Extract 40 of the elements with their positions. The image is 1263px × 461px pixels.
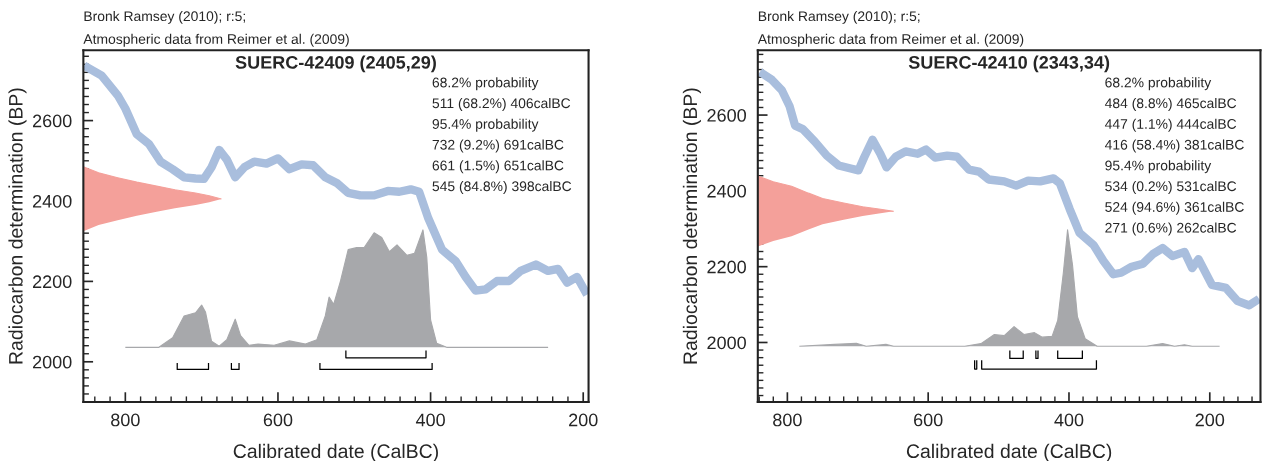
x-tick-label: 400: [415, 413, 445, 427]
x-tick-label: 600: [263, 413, 293, 427]
annotation: 732 (9.2%) 691calBC: [432, 139, 564, 153]
annotation: 68.2% probability: [1105, 77, 1212, 91]
text: Bronk Ramsey (2010); r:5;: [758, 10, 920, 24]
y-axis-title: Radiocarbon determination (BP): [682, 88, 701, 364]
annotation: 416 (58.4%) 381calBC: [1104, 139, 1244, 153]
x-tick-label: 800: [111, 413, 140, 427]
annotation: 447 (1.1%) 444calBC: [1104, 118, 1237, 132]
x-tick-label: 400: [1054, 413, 1084, 427]
annotation: 534 (0.2%) 531calBC: [1105, 180, 1237, 194]
x-tick-label: 200: [1195, 413, 1225, 427]
annotation: 271 (0.6%) 262calBC: [1105, 222, 1237, 236]
x-tick-label: 800: [773, 413, 802, 427]
y-tick-label: 2000: [707, 336, 746, 350]
x-axis-title: Calibrated date (CalBC): [906, 443, 1112, 461]
text: Atmospheric data from Reimer et al. (2009): [757, 33, 1024, 47]
y-tick-label: 2400: [32, 194, 72, 208]
text: Atmospheric data from Reimer et al. (2009): [83, 33, 349, 47]
y-tick-label: 2000: [32, 355, 72, 369]
annotation: 511 (68.2%) 406calBC: [432, 97, 571, 111]
y-tick-label: 2200: [707, 260, 746, 274]
text: Bronk Ramsey (2010); r:5;: [84, 10, 245, 24]
x-axis-title: Calibrated date (CalBC): [233, 443, 438, 461]
annotation: 95.4% probability: [1105, 160, 1212, 174]
annotation: 524 (94.6%) 361calBC: [1105, 201, 1244, 215]
chart-title: SUERC-42410 (2343,34): [908, 55, 1110, 73]
annotation: 68.2% probability: [432, 77, 539, 91]
annotation: 545 (84.8%) 398calBC: [432, 180, 572, 194]
y-tick-label: 2400: [707, 184, 746, 198]
y-tick-label: 2600: [707, 109, 746, 122]
y-tick-label: 2600: [32, 114, 72, 128]
annotation: 661 (1.5%) 651calBC: [432, 160, 564, 174]
annotation: 95.4% probability: [432, 118, 539, 132]
y-axis-title: Radiocarbon determination (BP): [8, 88, 27, 364]
chart-title: SUERC-42409 (2405,29): [235, 55, 436, 73]
x-tick-label: 200: [569, 413, 598, 427]
x-tick-label: 600: [914, 413, 943, 427]
y-tick-label: 2200: [32, 275, 72, 289]
annotation: 484 (8.8%) 465calBC: [1104, 97, 1237, 111]
